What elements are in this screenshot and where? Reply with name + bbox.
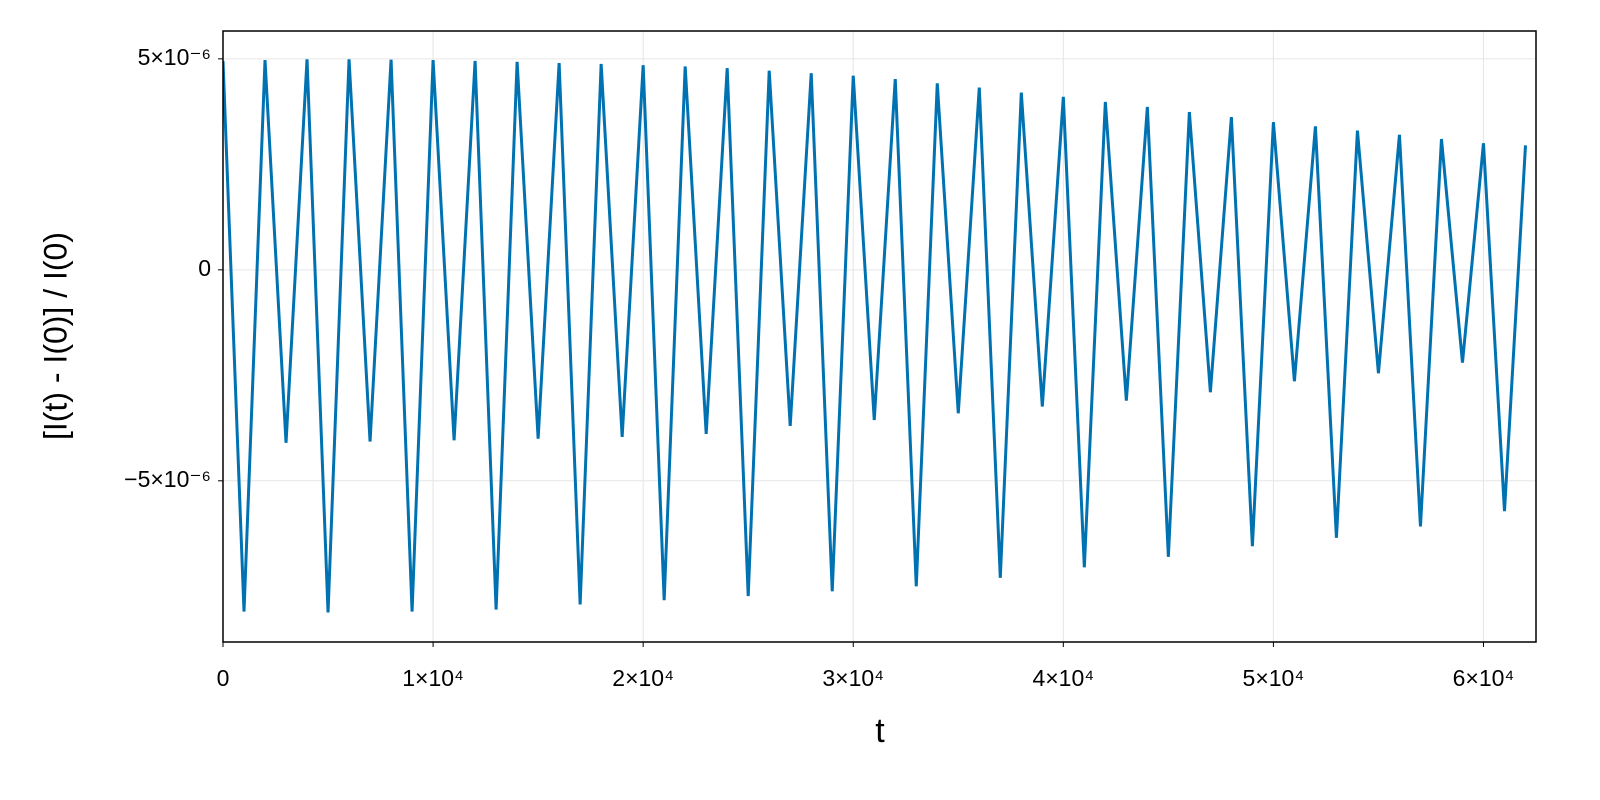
x-tick-label: 4×10⁴	[1032, 665, 1094, 691]
x-axis-label: t	[875, 712, 885, 750]
x-tick-label: 1×10⁴	[402, 665, 464, 691]
plot-frame	[222, 30, 1537, 643]
x-tick-label: 5×10⁴	[1243, 665, 1305, 691]
x-tick-label: 2×10⁴	[612, 665, 674, 691]
x-tick-label: 3×10⁴	[822, 665, 884, 691]
x-tick-label: 0	[217, 665, 230, 691]
y-tick-label: −5×10⁻⁶	[124, 466, 211, 492]
data-line	[223, 59, 1527, 613]
x-tick-label: 6×10⁴	[1453, 665, 1515, 691]
y-tick-label: 5×10⁻⁶	[138, 44, 211, 70]
y-tick-label: 0	[198, 255, 211, 281]
y-axis-label: [I(t) - I(0)] / I(0)	[37, 232, 73, 440]
